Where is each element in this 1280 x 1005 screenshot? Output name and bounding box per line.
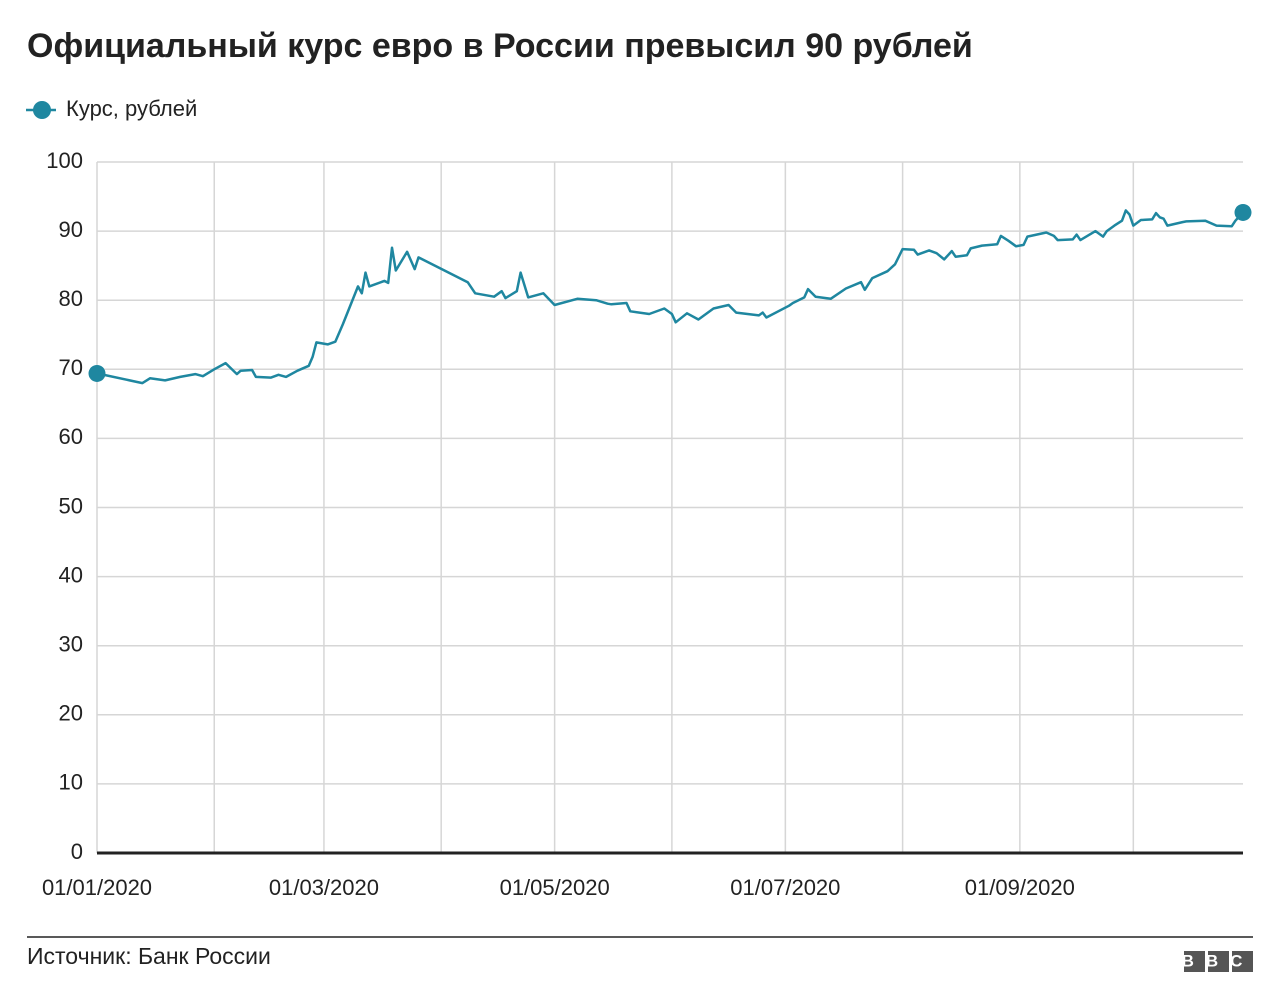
y-tick-label: 50 <box>59 493 83 518</box>
legend-dot <box>33 101 51 119</box>
y-tick-label: 100 <box>46 148 83 173</box>
x-tick-label: 01/07/2020 <box>730 875 840 900</box>
x-tick-label: 01/05/2020 <box>500 875 610 900</box>
y-tick-label: 40 <box>59 562 83 587</box>
y-tick-label: 90 <box>59 217 83 242</box>
y-tick-label: 0 <box>71 839 83 864</box>
x-tick-label: 01/09/2020 <box>965 875 1075 900</box>
x-tick-label: 01/03/2020 <box>269 875 379 900</box>
y-tick-label: 70 <box>59 355 83 380</box>
bbc-logo <box>1184 951 1253 972</box>
y-tick-label: 80 <box>59 286 83 311</box>
x-tick-label: 01/01/2020 <box>42 875 152 900</box>
end-dot <box>1234 203 1252 221</box>
source: Источник: Банк России <box>27 943 271 969</box>
logo-text: BBC <box>1182 951 1255 970</box>
y-tick-label: 60 <box>59 424 83 449</box>
legend-label: Курс, рублей <box>66 96 197 121</box>
y-tick-label: 30 <box>59 632 83 657</box>
y-tick-label: 10 <box>59 770 83 795</box>
line <box>96 209 1244 385</box>
end-dot <box>88 364 106 382</box>
chart-title: Официальный курс евро в России превысил … <box>27 27 973 65</box>
y-tick-label: 20 <box>59 701 83 726</box>
